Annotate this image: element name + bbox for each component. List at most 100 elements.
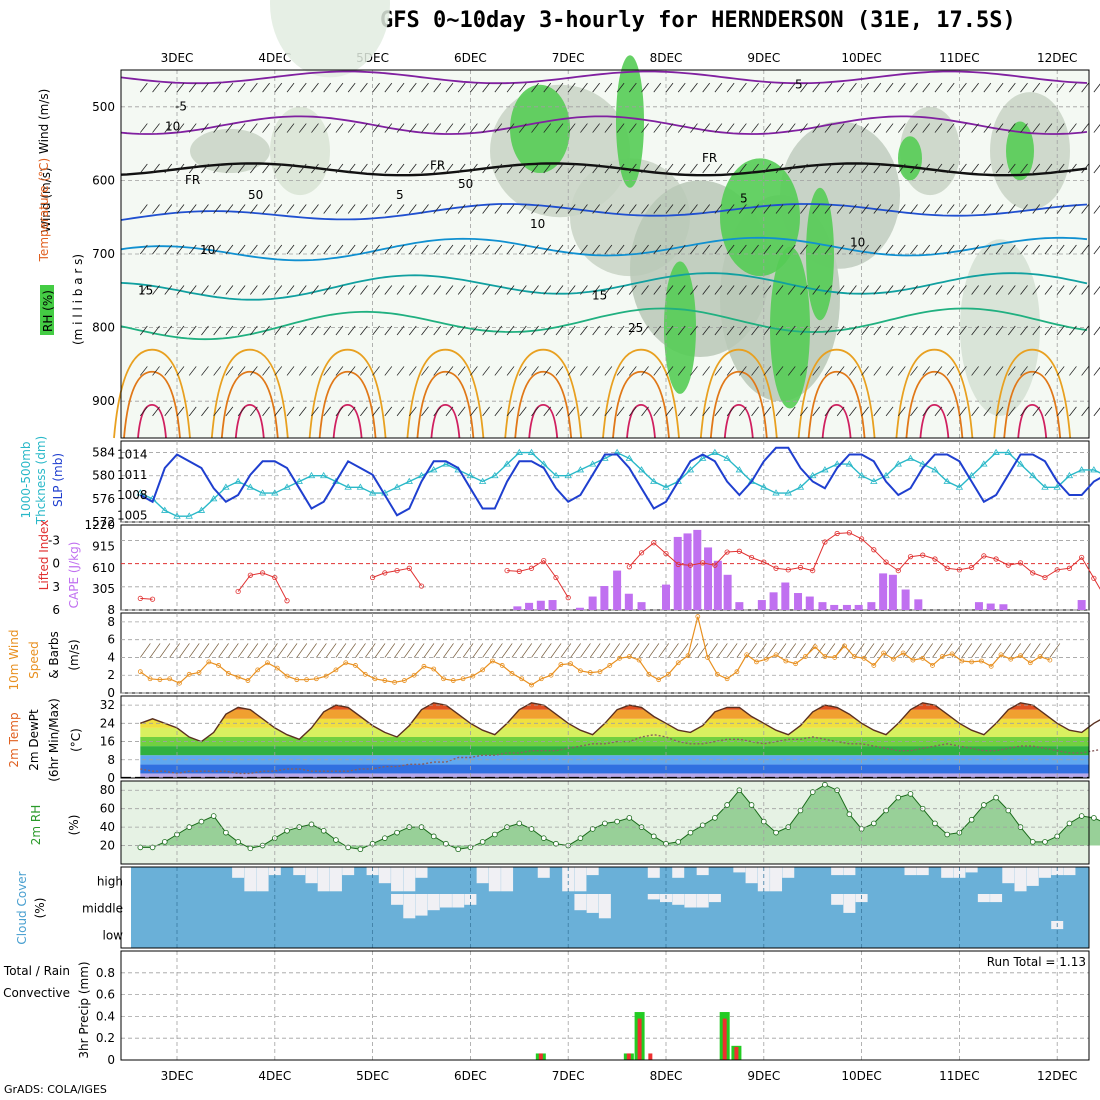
wind-barb [1032, 366, 1041, 376]
cloud-bar-high [293, 867, 306, 876]
wind-speed-point [578, 668, 583, 674]
thickness-tick: 576 [92, 492, 115, 506]
cape-bar [1077, 600, 1086, 610]
wind-speed-point [499, 663, 505, 668]
wind-barb [323, 82, 332, 93]
rh-point [1042, 839, 1048, 845]
wind-barb [873, 82, 882, 93]
wind-barb [470, 163, 478, 174]
cloud-bar-middle [574, 894, 587, 911]
wind-barb [213, 285, 221, 295]
wind-barb [702, 366, 710, 376]
dewpoint-axis-label: 2m DewPt [27, 709, 41, 771]
wind-barb [408, 366, 417, 376]
wind-barb [653, 285, 662, 295]
wind-barb [629, 82, 637, 93]
wind-speed-point [636, 657, 642, 663]
thickness-point [209, 495, 218, 502]
wind-barb [641, 244, 649, 255]
wind-barb [641, 163, 649, 174]
wind-barb [677, 82, 686, 93]
wind-barb [408, 244, 417, 255]
wind-barb [506, 204, 515, 214]
cape-bar [781, 582, 790, 610]
lifted-index-point [638, 550, 645, 556]
wind-barb [396, 406, 405, 417]
wind-barb [849, 325, 857, 336]
cloud-bar-high [1038, 867, 1051, 878]
lifted-index-point [528, 565, 535, 571]
wind-speed-point [812, 644, 818, 650]
wind-barb [653, 123, 662, 133]
wind-barb [360, 406, 368, 417]
wind-barb [653, 325, 662, 336]
wind-barb-10m [990, 643, 1002, 658]
wind-barb [543, 204, 552, 214]
wind-barb [360, 366, 368, 376]
wind-barb [188, 285, 197, 295]
wind-speed-point [754, 659, 759, 665]
wind-barb [604, 123, 613, 133]
wind-barb-10m [345, 643, 357, 658]
wind-barb [213, 325, 221, 336]
wind-barb [323, 244, 332, 255]
thickness-point [161, 506, 169, 513]
wind-barb [995, 204, 1004, 214]
wind-barb [629, 325, 637, 336]
cloud-bar-high [476, 867, 489, 884]
wind-barb [897, 82, 906, 93]
thickness-point [491, 471, 499, 479]
wind-barb [286, 204, 295, 214]
wind-barbs-axis-label: & Barbs [47, 631, 61, 679]
wind-barb [286, 163, 295, 174]
wind-barb [433, 123, 442, 133]
wind-barb [140, 204, 148, 214]
contour-label: 15 [138, 283, 153, 297]
wind-barb [714, 406, 723, 417]
wind-speed-point [480, 667, 486, 673]
wind-barb [164, 285, 173, 295]
wind-barb [225, 123, 234, 133]
wind-barb [995, 366, 1004, 376]
wind-speed-point [763, 656, 769, 662]
lifted-index-point [663, 550, 669, 557]
thickness-tick: 584 [92, 446, 115, 460]
wind-barb [470, 366, 478, 376]
wind-barb [836, 163, 845, 174]
lifted-index-point [1079, 554, 1085, 561]
wind-speed-point [460, 676, 466, 682]
slp-axis-label: SLP (mb) [51, 453, 65, 507]
wind-barb [1044, 285, 1053, 295]
wind-barb [885, 123, 894, 133]
cloud-bar-high [366, 867, 379, 876]
thickness-point [283, 483, 291, 490]
wind-barb [665, 285, 674, 295]
label-part: 3hr Precip (mm) [77, 961, 91, 1058]
wind-barb [580, 163, 588, 174]
rh-tick: 80 [100, 783, 115, 797]
wind-barb [751, 163, 759, 174]
thickness-point [857, 471, 866, 479]
wind-barb-10m [883, 643, 894, 658]
wind-barb [629, 204, 637, 214]
wind-barb [641, 406, 649, 417]
wind-barb [347, 406, 356, 417]
wind-barb [800, 244, 808, 255]
thickness-point [1029, 471, 1037, 479]
wind-barb [580, 406, 588, 417]
wind-barb [922, 244, 931, 255]
wind-barb [470, 325, 478, 336]
wind-barb [812, 204, 821, 214]
cloud-bar-middle [464, 894, 477, 905]
wind-barb [787, 204, 796, 214]
wind-barb [763, 285, 772, 295]
wind-barb-10m [237, 643, 249, 658]
wind-barb [677, 366, 686, 376]
wind-barb [323, 406, 332, 417]
day-label-top: 12DEC [1037, 51, 1077, 65]
wind-barb [616, 244, 625, 255]
wind-barb [421, 325, 429, 336]
wind-barb [164, 82, 173, 93]
wind-barb [555, 123, 564, 133]
day-label-top: 6DEC [454, 51, 487, 65]
